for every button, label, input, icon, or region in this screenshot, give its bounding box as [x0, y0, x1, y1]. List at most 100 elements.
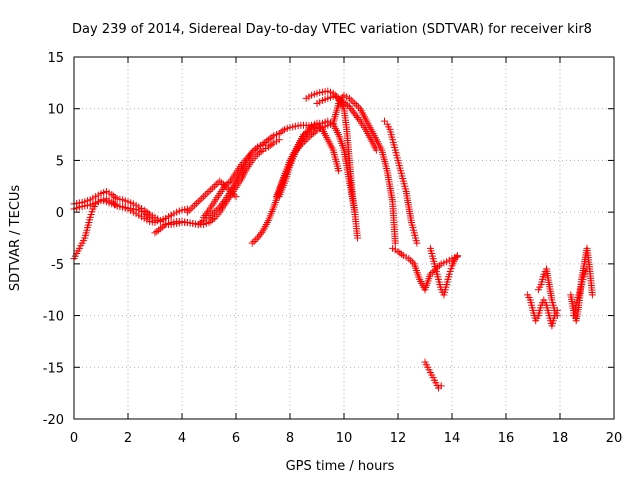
data-point — [255, 232, 263, 240]
data-point — [256, 230, 264, 238]
data-point — [408, 258, 416, 266]
y-tick-label: 10 — [47, 103, 64, 118]
data-point — [428, 268, 436, 276]
x-tick-label: 16 — [498, 431, 515, 446]
data-point — [426, 270, 434, 278]
data-point — [219, 181, 227, 189]
data-point — [160, 222, 168, 230]
data-point — [413, 239, 421, 247]
data-point — [151, 218, 159, 226]
data-point — [398, 250, 406, 258]
x-tick-label: 10 — [336, 431, 353, 446]
y-axis-label: SDTVAR / TECUs — [8, 185, 23, 292]
x-tick-label: 2 — [124, 431, 132, 446]
data-point — [151, 229, 159, 237]
data-point — [268, 133, 276, 141]
grid — [74, 57, 614, 419]
data-point — [144, 212, 152, 220]
data-point — [252, 236, 260, 244]
data-point — [202, 210, 210, 218]
data-point — [315, 122, 323, 130]
y-tick-label: -15 — [43, 361, 64, 376]
x-tick-label: 18 — [552, 431, 569, 446]
data-point — [435, 262, 443, 270]
data-point — [158, 223, 166, 231]
data-point — [228, 189, 236, 197]
data-point — [351, 110, 359, 118]
data-point — [394, 247, 402, 255]
data-point — [258, 229, 266, 237]
data-point — [340, 99, 348, 107]
data-point — [347, 104, 355, 112]
data-point — [108, 191, 116, 199]
x-tick-label: 14 — [444, 431, 461, 446]
data-point — [352, 112, 360, 120]
x-tick-label: 20 — [606, 431, 623, 446]
data-point — [225, 178, 233, 186]
data-point — [210, 182, 218, 190]
data-point — [353, 101, 361, 109]
data-layer — [70, 87, 596, 392]
data-point — [209, 216, 217, 224]
data-point — [264, 136, 272, 144]
data-point — [396, 249, 404, 257]
data-point — [153, 227, 161, 235]
data-point — [155, 226, 163, 234]
y-tick-label: -20 — [43, 413, 64, 428]
data-point — [335, 167, 343, 175]
data-point — [311, 128, 319, 136]
data-point — [335, 94, 343, 102]
data-point — [391, 239, 399, 247]
data-point — [196, 196, 204, 204]
data-point — [261, 139, 269, 147]
data-point — [588, 291, 596, 299]
data-point — [203, 189, 211, 197]
data-point — [275, 130, 283, 138]
y-tick-label: -5 — [51, 258, 64, 273]
data-point — [185, 206, 193, 214]
data-point — [252, 145, 260, 153]
data-point — [345, 103, 353, 111]
data-point — [266, 142, 274, 150]
data-point — [156, 225, 164, 233]
data-point — [345, 94, 353, 102]
data-point — [407, 256, 415, 264]
x-tick-label: 12 — [390, 431, 407, 446]
data-point — [349, 98, 357, 106]
data-point — [205, 218, 213, 226]
data-point — [218, 179, 226, 187]
data-point — [183, 208, 191, 216]
data-point — [338, 97, 346, 105]
data-point — [342, 100, 350, 108]
data-point — [257, 147, 265, 155]
data-point — [225, 186, 233, 194]
data-point — [142, 211, 150, 219]
data-point — [250, 237, 258, 245]
y-tick-label: -10 — [43, 310, 64, 325]
data-point — [354, 103, 362, 111]
data-point — [198, 194, 206, 202]
data-point — [268, 140, 276, 148]
data-point — [227, 187, 235, 195]
data-point — [189, 203, 197, 211]
y-tick-label: 15 — [47, 51, 64, 66]
data-point — [167, 211, 175, 219]
x-tick-label: 0 — [70, 431, 78, 446]
data-point — [354, 114, 361, 122]
data-point — [313, 120, 321, 128]
data-point — [200, 213, 208, 221]
data-point — [205, 187, 213, 195]
data-point — [221, 182, 229, 190]
data-point — [405, 255, 413, 263]
data-point — [248, 148, 256, 156]
data-point — [255, 149, 263, 157]
data-point — [200, 193, 208, 201]
data-point — [194, 198, 202, 206]
data-point — [355, 115, 363, 123]
data-point — [259, 140, 267, 148]
data-point — [248, 239, 256, 247]
data-point — [309, 129, 317, 137]
data-point — [201, 212, 209, 220]
x-tick-label: 6 — [232, 431, 240, 446]
data-point — [207, 186, 215, 194]
